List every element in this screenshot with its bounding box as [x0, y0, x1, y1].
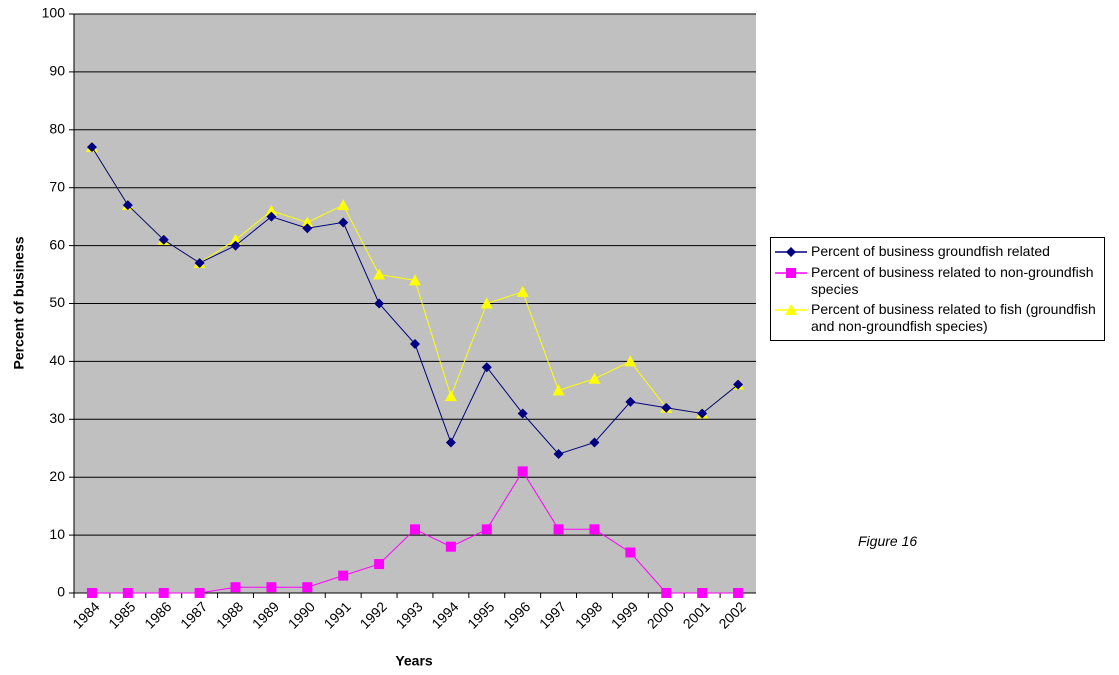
x-tick-label: 1988	[213, 598, 246, 631]
legend-label: Percent of business groundfish related	[811, 243, 1050, 259]
legend-item: Percent of business related to fish (gro…	[771, 301, 1104, 335]
x-tick-label: 1991	[321, 598, 354, 631]
marker	[697, 588, 708, 598]
marker	[517, 408, 528, 419]
marker	[229, 233, 242, 245]
x-tick-label: 1985	[105, 598, 138, 631]
annotation: Figure 16	[858, 533, 918, 549]
marker	[445, 541, 456, 552]
marker	[373, 268, 386, 280]
marker	[480, 297, 493, 309]
marker	[194, 588, 205, 598]
x-tick-label: 1986	[141, 598, 174, 631]
marker	[338, 570, 349, 581]
marker	[516, 285, 529, 297]
marker	[481, 362, 492, 373]
marker	[122, 200, 133, 211]
x-tick-label: 1998	[572, 598, 605, 631]
marker	[374, 559, 385, 570]
legend: Percent of business groundfish related Pe…	[770, 237, 1105, 341]
y-axis-label: Percent of business	[11, 236, 27, 369]
marker	[194, 257, 205, 268]
marker	[625, 547, 636, 558]
marker	[374, 298, 385, 309]
legend-item: Percent of business groundfish related	[771, 243, 1104, 261]
marker	[302, 582, 313, 593]
x-tick-label: 1992	[357, 598, 390, 631]
x-tick-label: 1994	[428, 598, 461, 631]
y-tick-label: 70	[49, 178, 65, 194]
y-tick-label: 60	[49, 236, 65, 252]
marker	[158, 588, 169, 598]
legend-swatch	[775, 268, 807, 278]
marker	[697, 408, 708, 419]
legend-item: Percent of business related to non-groun…	[771, 264, 1104, 298]
legend-swatch	[775, 247, 807, 257]
marker	[481, 524, 492, 535]
marker	[552, 384, 565, 396]
x-tick-label: 1984	[69, 598, 102, 631]
marker	[266, 211, 277, 222]
marker	[410, 524, 420, 535]
y-tick-label: 20	[49, 468, 65, 484]
x-tick-label: 1989	[249, 598, 282, 631]
x-tick-label: 1987	[177, 598, 210, 631]
legend-label: Percent of business related to non-groun…	[811, 264, 1094, 297]
marker	[338, 217, 349, 228]
x-tick-label: 2000	[644, 598, 677, 631]
marker	[661, 588, 672, 598]
y-tick-label: 0	[57, 584, 65, 600]
marker	[588, 372, 601, 384]
x-tick-label: 1993	[392, 598, 425, 631]
x-tick-label: 1995	[464, 598, 497, 631]
y-tick-label: 80	[49, 121, 65, 137]
marker	[589, 437, 600, 448]
marker	[661, 402, 672, 413]
marker	[337, 199, 350, 211]
marker	[301, 216, 314, 228]
y-tick-label: 10	[49, 526, 65, 542]
legend-swatch	[775, 304, 807, 315]
marker	[410, 339, 420, 350]
marker	[624, 355, 637, 367]
marker	[86, 142, 97, 153]
marker	[265, 204, 278, 216]
marker	[785, 304, 797, 315]
marker	[444, 390, 457, 402]
marker	[786, 247, 796, 257]
x-tick-label: 2001	[680, 598, 713, 631]
y-tick-label: 90	[49, 63, 65, 79]
marker	[786, 268, 796, 278]
marker	[266, 582, 277, 593]
marker	[158, 234, 169, 245]
marker	[625, 396, 636, 407]
x-tick-label: 1996	[500, 598, 533, 631]
x-tick-label: 2002	[715, 598, 748, 631]
y-tick-label: 30	[49, 410, 65, 426]
y-tick-label: 100	[42, 5, 66, 21]
y-tick-label: 50	[49, 294, 65, 310]
marker	[230, 582, 241, 593]
x-tick-label: 1990	[285, 598, 318, 631]
x-tick-label: 1997	[536, 598, 569, 631]
marker	[517, 466, 528, 477]
legend-label: Percent of business related to fish (gro…	[811, 301, 1096, 334]
y-tick-label: 40	[49, 352, 65, 368]
marker	[230, 240, 241, 251]
marker	[86, 588, 97, 598]
marker	[733, 588, 744, 598]
x-tick-label: 1999	[608, 598, 641, 631]
marker	[589, 524, 600, 535]
x-axis-label: Years	[395, 653, 433, 669]
marker	[553, 524, 564, 535]
marker	[445, 437, 456, 448]
marker	[302, 223, 313, 234]
marker	[409, 274, 421, 286]
marker	[553, 449, 564, 460]
marker	[122, 588, 133, 598]
marker	[733, 379, 744, 390]
